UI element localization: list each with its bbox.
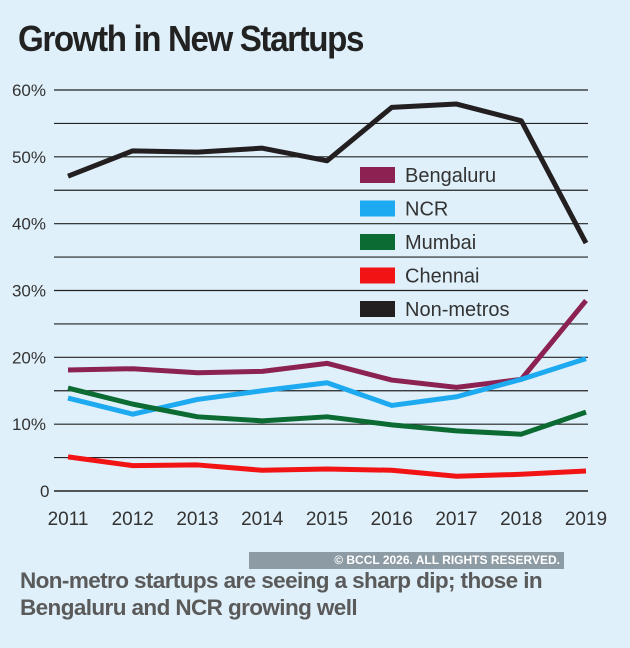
- x-tick-label: 2011: [48, 509, 89, 530]
- copyright-notice: © BCCL 2026. ALL RIGHTS RESERVED.: [249, 552, 564, 569]
- legend-label: Bengaluru: [405, 165, 496, 187]
- y-tick-label: 40%: [12, 215, 46, 234]
- x-tick-label: 2014: [241, 509, 284, 530]
- legend-label: NCR: [405, 199, 448, 221]
- y-tick-label: 50%: [12, 148, 46, 167]
- x-tick-label: 2019: [565, 509, 607, 530]
- series-line-mumbai: [67, 385, 587, 437]
- y-tick-label: 30%: [12, 282, 46, 301]
- x-tick-label: 2017: [435, 509, 477, 530]
- legend-swatch: [360, 167, 395, 183]
- chart-caption: Non-metro startups are seeing a sharp di…: [20, 568, 543, 620]
- series-line-non-metros: [67, 101, 589, 245]
- line-chart: 0 10% 20% 30% 40% 50% 60% 2011 2012 2013 2014 2015 2…: [12, 81, 607, 530]
- legend-label: Non-metros: [405, 299, 509, 321]
- y-tick-label: 20%: [12, 348, 46, 367]
- legend-swatch: [360, 301, 395, 317]
- legend-swatch: [360, 200, 395, 217]
- series-line-chennai: [67, 454, 587, 479]
- legend-swatch: [360, 267, 395, 284]
- y-tick-label: 60%: [12, 81, 46, 100]
- series-line-bengaluru: [67, 298, 588, 390]
- chart-title: Growth in New Startups: [18, 18, 364, 59]
- y-tick-label: 0: [40, 482, 49, 501]
- x-tick-label: 2013: [176, 509, 218, 530]
- x-tick-label: 2015: [306, 509, 348, 530]
- x-tick-label: 2016: [371, 509, 413, 530]
- x-tick-label: 2018: [500, 509, 542, 530]
- legend-swatch: [360, 234, 395, 250]
- y-tick-label: 10%: [12, 415, 46, 434]
- x-tick-label: 2012: [112, 509, 154, 530]
- legend-label: Chennai: [405, 266, 480, 288]
- legend-label: Mumbai: [405, 232, 476, 254]
